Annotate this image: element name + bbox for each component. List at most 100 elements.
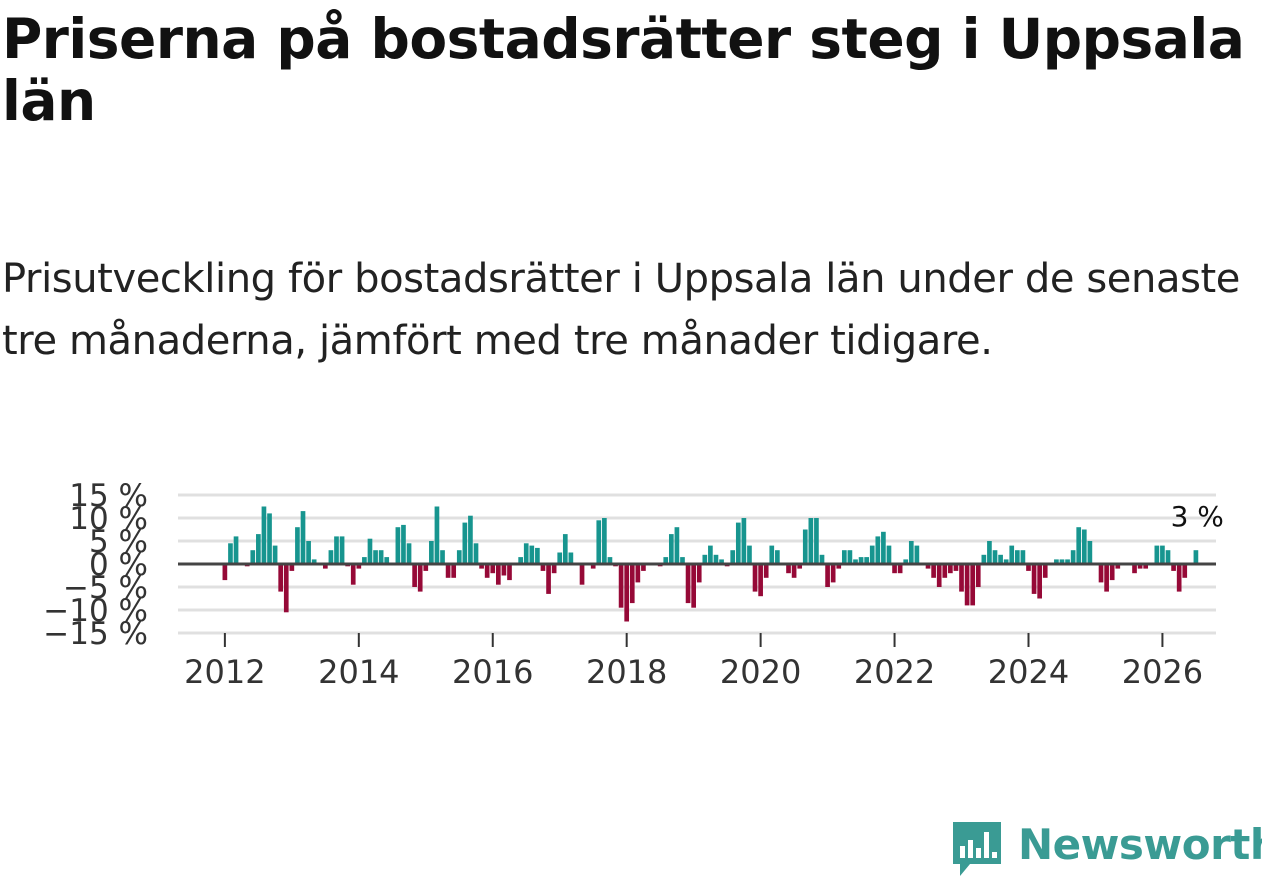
bar [970, 564, 976, 606]
y-tick-label: 10 % [69, 501, 148, 537]
bar [708, 545, 713, 564]
bar [691, 564, 696, 608]
bar [518, 557, 523, 564]
bar [847, 550, 853, 564]
bar [278, 564, 284, 592]
bar [925, 564, 931, 569]
bar [1070, 550, 1076, 564]
bar [674, 527, 680, 564]
bar [289, 564, 295, 571]
bar [1031, 564, 1037, 594]
bar [1081, 529, 1087, 564]
bar [362, 557, 367, 564]
bar [752, 564, 758, 592]
bars [222, 506, 1199, 622]
bar [322, 564, 328, 569]
bar [1132, 564, 1137, 574]
bar [1026, 564, 1031, 571]
bar [546, 564, 551, 594]
bar [311, 559, 317, 564]
bar [395, 527, 401, 564]
bar [953, 564, 959, 571]
bar [875, 536, 881, 564]
last-value-label: 3 % [1171, 500, 1224, 533]
bar [1165, 550, 1171, 564]
bar [1054, 559, 1059, 564]
bar [256, 534, 261, 564]
bar [328, 550, 334, 564]
bar [931, 564, 936, 578]
bar [306, 541, 311, 564]
bar [808, 518, 814, 564]
bar [1137, 564, 1143, 569]
bar [825, 564, 830, 587]
bar [1098, 564, 1104, 583]
bar [864, 557, 869, 564]
bar [250, 550, 256, 564]
bar [267, 513, 272, 564]
bar [283, 564, 289, 613]
bar [1143, 564, 1149, 569]
bar [529, 545, 535, 564]
bar [579, 564, 585, 585]
bar [853, 559, 858, 564]
bar [1176, 564, 1182, 592]
bar [775, 550, 780, 564]
bar [384, 557, 390, 564]
bar [730, 550, 736, 564]
bar [501, 564, 507, 576]
y-tick-label: 15 % [69, 478, 148, 514]
bar [1065, 559, 1070, 564]
bar-chart: 15 %10 %5 %0 %−5 %−10 %−15 % 2012 2014 2016… [43, 478, 1224, 691]
y-tick-label: −5 % [63, 570, 148, 606]
bar [1087, 541, 1093, 564]
bar [618, 564, 624, 608]
x-tick-label: 2022 [854, 653, 935, 691]
bar [1193, 550, 1199, 564]
bar [551, 564, 557, 574]
bar [663, 557, 669, 564]
bar [295, 527, 300, 564]
bar [423, 564, 429, 571]
bar [1009, 545, 1015, 564]
brand-logo: Newsworthy [950, 818, 1262, 880]
bar [401, 524, 406, 564]
bar [769, 545, 775, 564]
bar [830, 564, 836, 583]
bar [440, 550, 445, 564]
bar [462, 522, 468, 564]
bar [758, 564, 763, 597]
x-tick-label: 2020 [720, 653, 801, 691]
bar [590, 564, 596, 569]
bar [987, 541, 992, 564]
bar [814, 518, 819, 564]
bar [523, 543, 529, 564]
bar [568, 552, 574, 564]
bar [350, 564, 356, 585]
y-tick-label: −10 % [43, 593, 148, 629]
bar [998, 554, 1003, 564]
bar [367, 538, 373, 564]
bar [797, 564, 803, 569]
bar [696, 564, 702, 583]
x-tick-label: 2016 [452, 653, 533, 691]
bar [819, 554, 825, 564]
bar [339, 536, 345, 564]
bar [1171, 564, 1176, 571]
bar [685, 564, 691, 604]
bar [557, 552, 563, 564]
bar [429, 541, 434, 564]
bar [1160, 545, 1165, 564]
bar [668, 534, 674, 564]
bar [992, 550, 998, 564]
bar [373, 550, 378, 564]
x-tick-label: 2018 [586, 653, 667, 691]
bar [272, 545, 278, 564]
x-tick-label: 2024 [988, 653, 1069, 691]
bar [1076, 527, 1082, 564]
bar [741, 518, 747, 564]
chart-subtitle: Prisutveckling för bostadsrätter i Uppsa… [2, 256, 1241, 364]
bar [892, 564, 897, 574]
bar [406, 543, 412, 564]
bar [1115, 564, 1121, 569]
